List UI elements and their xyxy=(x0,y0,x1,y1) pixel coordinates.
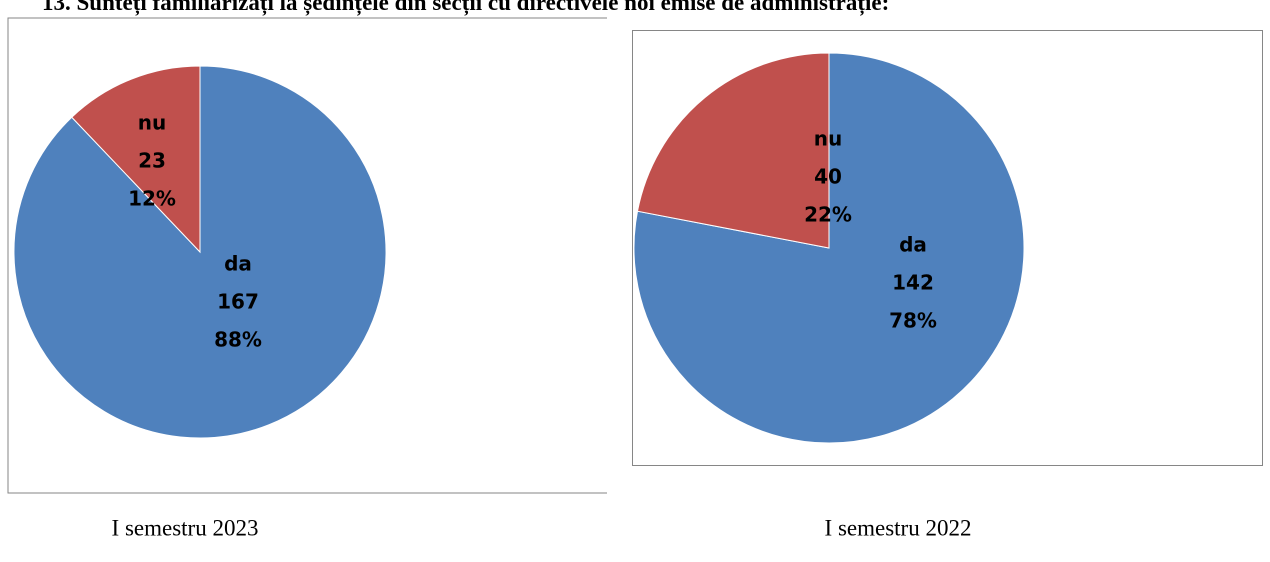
chart-frame xyxy=(7,17,607,494)
data-label: nu xyxy=(814,127,842,151)
page-title: 13. Sunteți familiarizați la ședințele d… xyxy=(42,0,889,16)
pie-slice xyxy=(71,65,201,254)
pie-slice xyxy=(633,52,1025,444)
data-label: 88% xyxy=(214,328,262,352)
data-label: 142 xyxy=(892,271,934,295)
chart-frame xyxy=(632,30,1263,466)
data-label: 167 xyxy=(217,290,259,314)
chart-caption: I semestru 2023 xyxy=(112,515,259,540)
data-label: 12% xyxy=(128,187,176,211)
data-label: 22% xyxy=(804,203,852,227)
chart-caption: I semestru 2022 xyxy=(825,515,972,540)
data-label: 23 xyxy=(138,149,166,173)
data-label: 40 xyxy=(814,165,842,189)
pie-slice xyxy=(636,52,830,249)
data-label: nu xyxy=(138,111,166,135)
data-label: da xyxy=(899,233,927,257)
data-label: 78% xyxy=(889,309,937,333)
data-label: da xyxy=(224,252,252,276)
